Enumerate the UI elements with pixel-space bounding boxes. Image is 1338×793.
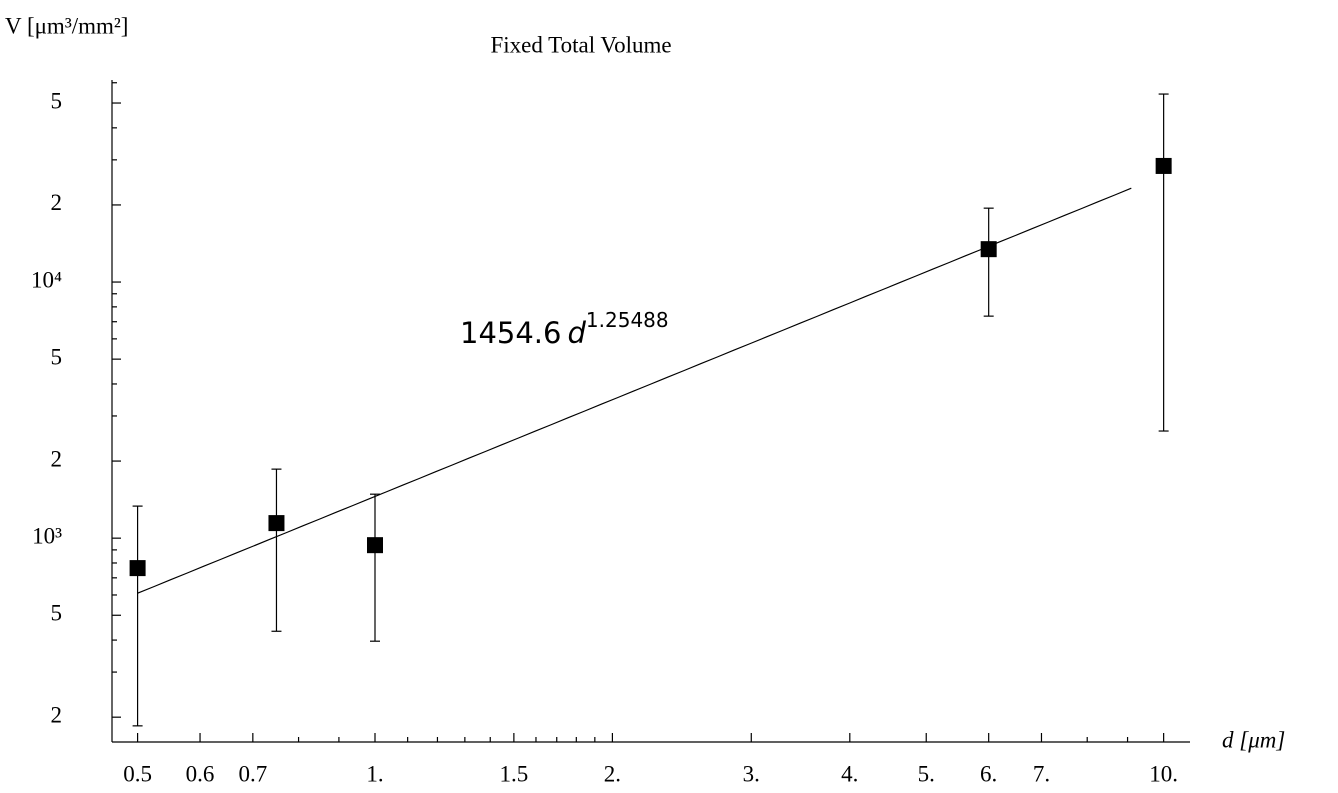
- x-axis-label: d [μm]: [1222, 727, 1285, 752]
- x-tick-label: 6.: [980, 761, 997, 786]
- y-tick-label: 10⁴: [31, 267, 62, 292]
- fit-line: [137, 187, 1132, 594]
- fit-exponent: 1.25488: [586, 308, 669, 332]
- point: [366, 537, 383, 554]
- x-tick-label: 0.7: [238, 761, 267, 786]
- point: [268, 515, 285, 532]
- x-tick-label: 10.: [1149, 761, 1178, 786]
- fit-coefficient: 1454.6: [460, 316, 561, 350]
- x-tick-label: 0.6: [186, 761, 215, 786]
- y-tick-label: 2: [51, 702, 63, 727]
- y-tick-label: 10³: [32, 523, 62, 548]
- x-tick-label: 1.: [366, 761, 383, 786]
- point: [980, 241, 997, 258]
- y-tick-label: 2: [51, 190, 63, 215]
- y-tick-label: 5: [51, 88, 63, 113]
- point: [129, 560, 146, 577]
- y-tick-label: 5: [51, 344, 63, 369]
- point: [1155, 157, 1172, 174]
- x-tick-label: 5.: [918, 761, 935, 786]
- y-tick-label: 5: [51, 601, 63, 626]
- x-tick-label: 4.: [841, 761, 858, 786]
- x-tick-label: 3.: [743, 761, 760, 786]
- chart-title: Fixed Total Volume: [490, 32, 671, 57]
- fit-annotation: 1454.6 d1.25488: [460, 308, 669, 351]
- x-tick-label: 2.: [604, 761, 621, 786]
- y-tick-label: 2: [51, 446, 63, 471]
- x-tick-label: 1.5: [499, 761, 528, 786]
- fit-variable: d: [567, 316, 586, 350]
- x-tick-label: 7.: [1033, 761, 1050, 786]
- x-tick-label: 0.5: [123, 761, 152, 786]
- y-axis-label: V [μm³/mm²]: [5, 13, 128, 38]
